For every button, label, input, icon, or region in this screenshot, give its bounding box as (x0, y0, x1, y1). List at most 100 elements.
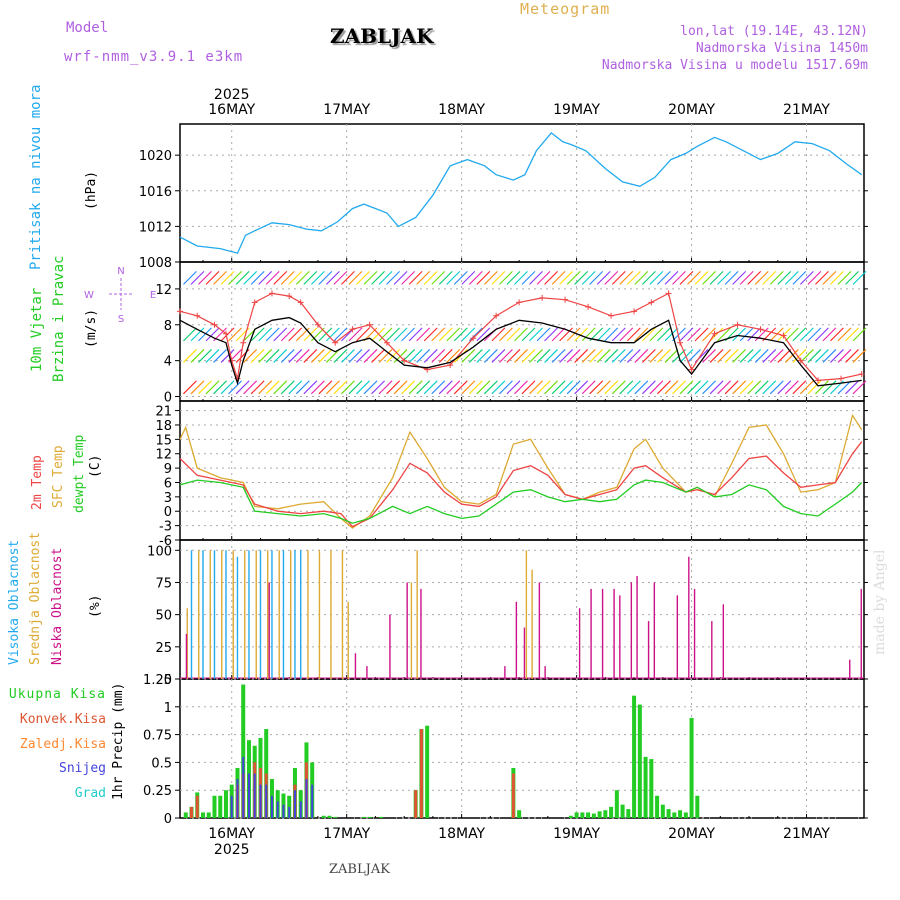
wind-barb (333, 349, 348, 363)
wind-barb (483, 349, 498, 363)
wind-barb (649, 271, 664, 285)
wind-barb (672, 380, 686, 395)
ytick-label-wind: 12 (155, 283, 172, 298)
wind-barb (348, 271, 363, 285)
wind-barb (280, 327, 295, 342)
wind-barb (724, 349, 739, 363)
wind-barb (295, 380, 310, 395)
wind-barb (310, 349, 325, 363)
wind-barb (769, 327, 784, 342)
precip-bar-snow (311, 784, 314, 818)
wind-barb (732, 380, 747, 395)
ytick-label-pressure: 1020 (139, 149, 172, 164)
gust-marker (711, 330, 718, 337)
ytick-label-temperature: 21 (155, 405, 172, 420)
wind-barb (566, 327, 581, 342)
dewpoint-line (179, 479, 863, 524)
wind-speed-line (179, 316, 862, 387)
gust-marker (585, 303, 592, 310)
wind-barb (664, 349, 679, 363)
gust-marker (222, 330, 229, 337)
panel-frame-temperature (179, 400, 865, 541)
wind-barb (363, 349, 378, 363)
wind-barb (265, 327, 280, 342)
wind-barb (739, 380, 754, 395)
date-label-bottom: 20MAY (668, 826, 715, 842)
wind-barb (348, 349, 363, 363)
wind-barb (702, 380, 716, 395)
precip-bar-total (666, 809, 671, 818)
wind-barb (709, 380, 724, 395)
wind-barb (363, 271, 378, 285)
wind-barb (408, 271, 423, 285)
wind-barb (183, 380, 197, 395)
wind-barb (732, 327, 747, 342)
compass-west: W (84, 290, 94, 301)
wind-barb (717, 380, 731, 395)
wind-barb (777, 327, 792, 342)
wind-barb (265, 380, 280, 395)
precip-bar-total (321, 815, 326, 818)
wind-barb (280, 349, 295, 363)
gust-marker (286, 293, 293, 300)
wind-barb (408, 349, 423, 363)
compass-north: N (117, 266, 124, 277)
date-label-bottom: 16MAY (208, 826, 255, 842)
wind-barb (273, 349, 288, 363)
wind-barb (822, 327, 837, 342)
wind-barb (371, 380, 385, 395)
precip-bar-total (632, 695, 637, 818)
pressure-line (179, 132, 863, 254)
wind-barb (273, 380, 288, 395)
ytick-label-temperature: -6 (159, 534, 172, 549)
wind-barb (747, 327, 762, 342)
precip-bar-snow (282, 804, 285, 818)
ytick-label-temperature: 9 (164, 462, 172, 477)
wind-barb (702, 327, 716, 342)
wind-barb (476, 380, 491, 395)
wind-barb (551, 271, 566, 285)
legend-total: Ukupna Kisa (8, 687, 106, 702)
wind-barb (799, 271, 814, 285)
date-label-bottom: 19MAY (553, 826, 600, 842)
wind-barb (393, 380, 408, 395)
gust-marker (194, 312, 201, 319)
wind-barb (845, 349, 859, 363)
precip-bar-total (367, 816, 372, 818)
wind-barb (273, 271, 288, 285)
ytick-label-clouds: 0 (164, 673, 172, 688)
wind-barb (551, 349, 566, 363)
wind-barb (717, 271, 731, 285)
ytick-label-precip: 0 (164, 812, 172, 827)
wind-barb (611, 380, 626, 395)
wind-barb (852, 327, 867, 342)
wind-barb (830, 349, 844, 363)
wind-barb (529, 327, 543, 342)
wind-barb (371, 327, 385, 342)
wind-barb (318, 380, 333, 395)
wind-barb (536, 349, 551, 363)
wind-barb (672, 327, 686, 342)
wind-barb (672, 271, 686, 285)
wind-barb (544, 271, 558, 285)
wind-barb (190, 327, 205, 342)
wind-barb (356, 349, 370, 363)
precip-bar-snow (230, 795, 233, 818)
wind-barb (754, 327, 769, 342)
precip-bar-snow (259, 784, 262, 818)
wind-barb (288, 380, 303, 395)
year-label-top: 2025 (214, 87, 250, 103)
gust-marker (677, 339, 684, 346)
wind-barb (626, 327, 641, 342)
precip-bar-total (603, 810, 608, 818)
wind-barb (566, 271, 581, 285)
precip-bar-total (379, 816, 384, 818)
compass-east: E (150, 290, 156, 301)
wind-barb (431, 349, 446, 363)
wind-barb (702, 271, 716, 285)
wind-barb (664, 271, 679, 285)
wind-barb (762, 349, 777, 363)
wind-barb (634, 327, 649, 342)
wind-barb (243, 271, 258, 285)
ytick-label-temperature: -3 (159, 520, 172, 535)
